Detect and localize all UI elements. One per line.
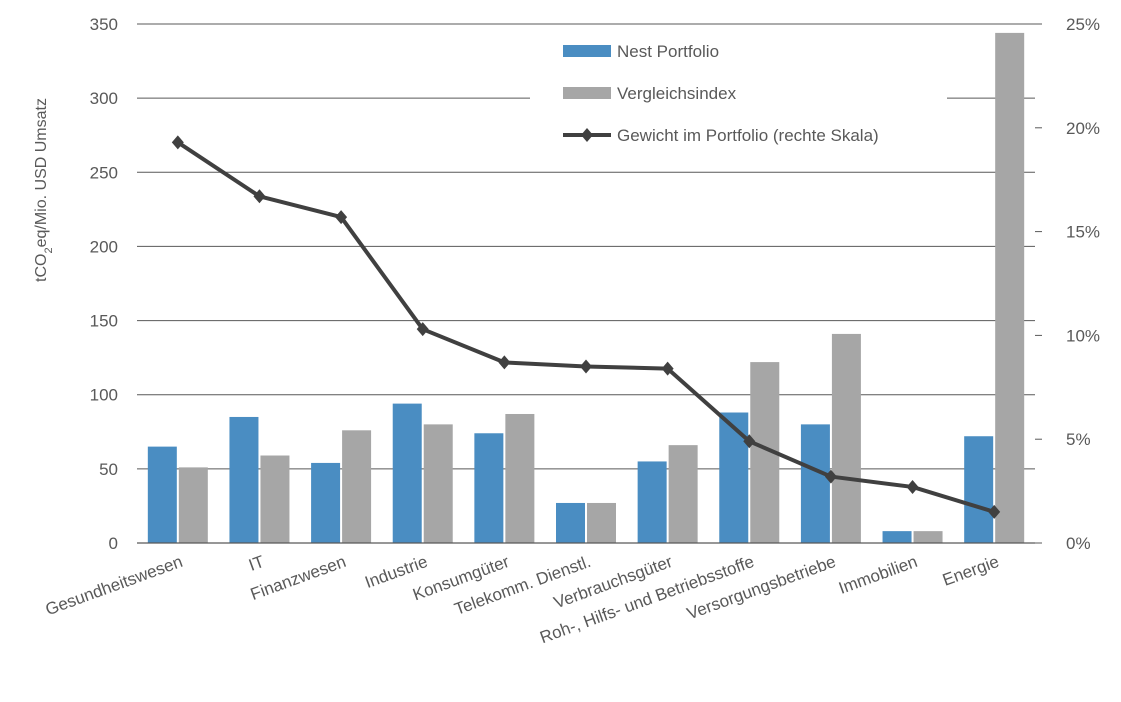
- bar: [995, 32, 1025, 543]
- y2-tick-label: 20%: [1066, 119, 1100, 138]
- bar: [913, 531, 943, 543]
- bar: [587, 502, 616, 543]
- legend: Nest Portfolio Vergleichsindex Gewicht im …: [530, 38, 947, 156]
- y-tick-label: 150: [90, 312, 118, 331]
- y-tick-label: 250: [90, 163, 118, 182]
- line-point: [743, 434, 756, 449]
- bar: [342, 430, 372, 543]
- category-label: Energie: [940, 552, 1002, 590]
- y-axis-label-rest: eq/Mio. USD Umsatz: [33, 98, 50, 247]
- y2-tick-label: 0%: [1066, 534, 1091, 553]
- bar: [800, 424, 830, 543]
- bar: [964, 436, 994, 543]
- line-point: [824, 469, 837, 484]
- line-point: [335, 210, 348, 225]
- y-tick-label: 50: [99, 460, 118, 479]
- y2-tick-label: 15%: [1066, 223, 1100, 242]
- y2-tick-label: 25%: [1066, 15, 1100, 34]
- bar: [719, 412, 749, 543]
- legend-swatch: [563, 45, 611, 57]
- y-axis-label: tCO2eq/Mio. USD Umsatz: [33, 98, 55, 282]
- line-point: [906, 479, 919, 494]
- line-point: [580, 359, 592, 374]
- legend-label: Gewicht im Portfolio (rechte Skala): [617, 126, 879, 145]
- bar: [556, 502, 585, 543]
- bar: [505, 413, 535, 543]
- y-tick-label: 200: [90, 237, 118, 256]
- line-series: [176, 140, 995, 514]
- category-label: Telekomm. Dienstl.: [452, 552, 593, 619]
- line-point: [661, 361, 674, 376]
- bars: [147, 32, 1025, 543]
- line-point: [498, 355, 511, 370]
- legend-label: Nest Portfolio: [617, 42, 719, 61]
- y2-tick-label: 5%: [1066, 430, 1091, 449]
- bar: [474, 433, 504, 543]
- left-axis-ticks: 0 50 100 150 200 250 300 350: [90, 15, 118, 553]
- y-axis-label-main: tCO: [33, 254, 50, 282]
- y-tick-label: 300: [90, 89, 118, 108]
- line-point: [171, 135, 184, 150]
- bar: [882, 531, 912, 543]
- bar: [637, 461, 667, 543]
- axes: [137, 23, 1042, 544]
- legend-marker: [581, 128, 593, 142]
- bar: [147, 446, 177, 543]
- y-tick-label: 350: [90, 15, 118, 34]
- y-tick-label: 100: [90, 386, 118, 405]
- weight-line: [171, 135, 1001, 519]
- category-label: Immobilien: [836, 552, 920, 598]
- y2-tick-label: 10%: [1066, 326, 1100, 345]
- bar: [311, 462, 341, 543]
- legend-swatch: [563, 87, 611, 99]
- bar: [831, 333, 861, 543]
- line-point: [416, 322, 429, 337]
- bar: [668, 445, 698, 543]
- bar: [178, 467, 208, 543]
- line-point: [988, 504, 1001, 519]
- bar: [229, 416, 259, 543]
- bar: [423, 424, 453, 543]
- y-axis-label-subscript: 2: [43, 247, 55, 253]
- right-axis-ticks: 0% 5% 10% 15% 20% 25%: [1066, 15, 1100, 553]
- bar: [260, 455, 290, 543]
- legend-label: Vergleichsindex: [617, 84, 737, 103]
- category-label: Gesundheitswesen: [43, 552, 185, 619]
- line-point: [253, 189, 266, 204]
- category-label: IT: [246, 552, 267, 575]
- y-tick-label: 0: [109, 534, 118, 553]
- bar: [392, 403, 422, 543]
